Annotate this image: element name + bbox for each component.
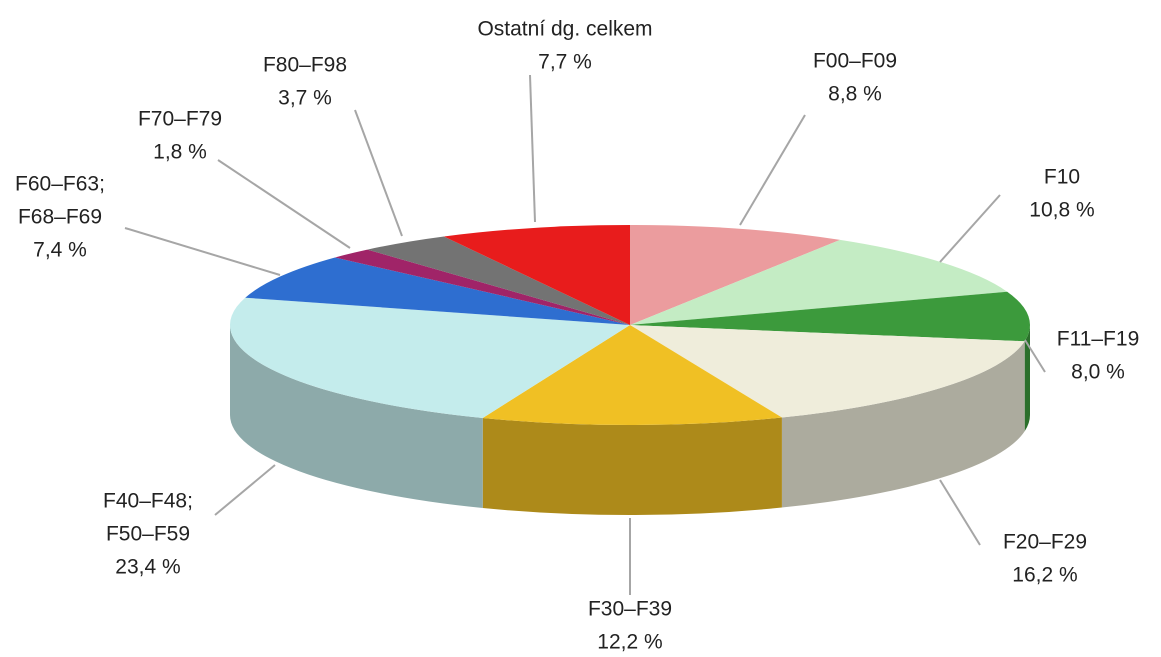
value-label: 8,0 % bbox=[1071, 361, 1125, 384]
leader-line bbox=[939, 194, 1001, 263]
category-label: F60–F63; bbox=[15, 173, 105, 196]
pie-slice bbox=[482, 325, 782, 425]
value-label: 1,8 % bbox=[153, 141, 207, 164]
leader-line bbox=[354, 109, 403, 237]
leader-line bbox=[124, 227, 281, 276]
pie-slice bbox=[230, 297, 631, 418]
value-label: 16,2 % bbox=[1012, 564, 1077, 587]
category-label: F10 bbox=[1044, 166, 1080, 189]
value-label: 3,7 % bbox=[278, 87, 332, 110]
leader-line bbox=[217, 159, 351, 249]
category-label: F50–F59 bbox=[106, 523, 190, 546]
pie-slice bbox=[443, 225, 630, 325]
category-label: F40–F48; bbox=[103, 490, 193, 513]
value-label: 23,4 % bbox=[115, 556, 180, 579]
pie-slice bbox=[630, 325, 1025, 418]
pie-side bbox=[781, 341, 1025, 508]
value-label: 10,8 % bbox=[1029, 199, 1094, 222]
value-label: 12,2 % bbox=[597, 631, 662, 654]
leader-line bbox=[214, 464, 276, 516]
value-label: 7,4 % bbox=[33, 239, 87, 262]
leader-line bbox=[1024, 339, 1046, 373]
value-label: 7,7 % bbox=[538, 51, 592, 74]
category-label: Ostatní dg. celkem bbox=[477, 18, 652, 41]
pie-slice bbox=[367, 236, 630, 325]
leader-line bbox=[739, 114, 806, 226]
leader-line bbox=[939, 479, 981, 546]
pie-slice bbox=[334, 249, 630, 325]
category-label: F11–F19 bbox=[1057, 328, 1140, 351]
pie-side bbox=[229, 325, 483, 508]
category-label: F20–F29 bbox=[1003, 531, 1087, 554]
value-label: 8,8 % bbox=[828, 83, 882, 106]
pie-side bbox=[482, 417, 782, 515]
category-label: F80–F98 bbox=[263, 54, 347, 77]
pie-slice bbox=[245, 257, 630, 325]
pie-slice bbox=[630, 239, 1008, 325]
category-label: F68–F69 bbox=[18, 206, 102, 229]
leader-line bbox=[529, 74, 536, 223]
pie-slice bbox=[630, 291, 1030, 342]
category-label: F00–F09 bbox=[813, 50, 897, 73]
pie-side bbox=[1024, 325, 1031, 432]
category-label: F70–F79 bbox=[138, 108, 222, 131]
pie-slice bbox=[630, 225, 841, 325]
category-label: F30–F39 bbox=[588, 598, 672, 621]
